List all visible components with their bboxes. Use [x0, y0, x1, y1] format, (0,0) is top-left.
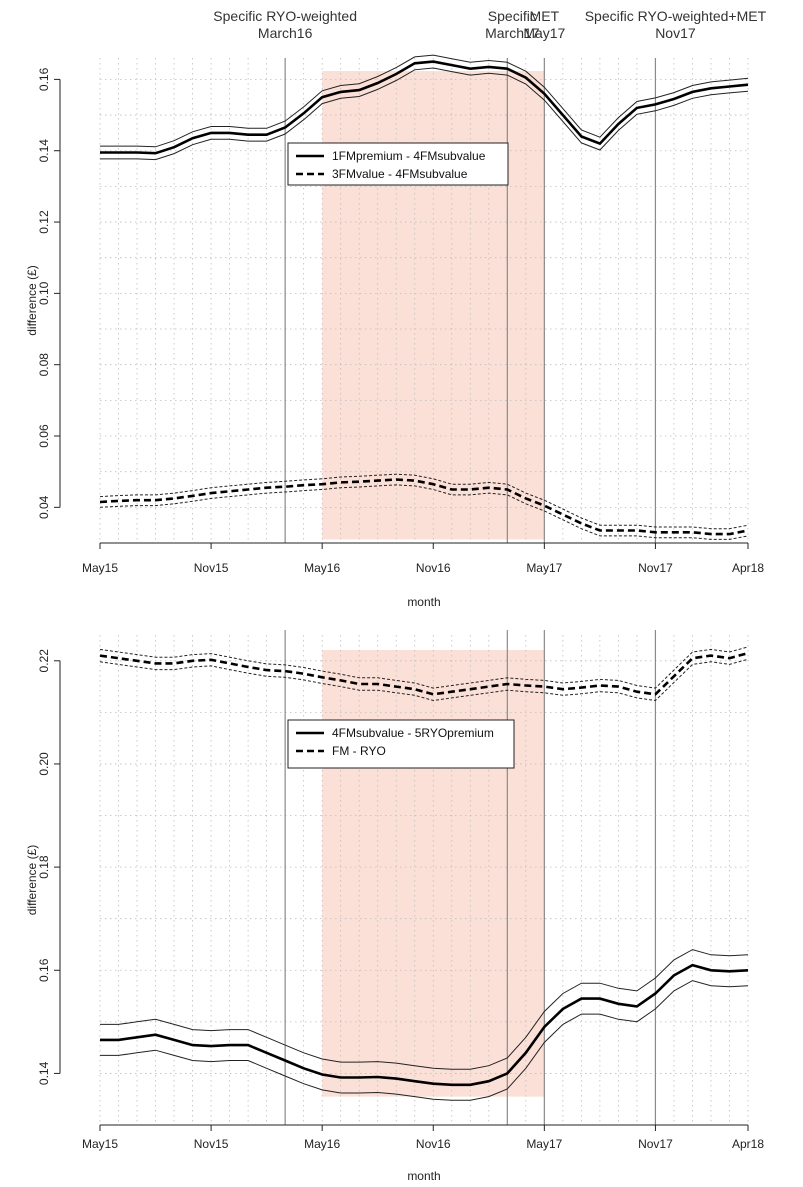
y-tick-label: 0.08	[37, 353, 51, 377]
x-tick-label: Nov17	[638, 561, 673, 575]
x-tick-label: Nov15	[194, 1137, 229, 1151]
event-label: Specific RYO-weighted+MET	[585, 8, 767, 24]
series-upper-band	[100, 54, 749, 148]
x-tick-label: Nov16	[416, 561, 451, 575]
x-tick-label: May16	[304, 1137, 340, 1151]
x-tick-label: Nov17	[638, 1137, 673, 1151]
y-tick-label: 0.16	[37, 67, 51, 91]
series-upper-band	[99, 473, 749, 530]
chart-panel-top: May15 Nov15 May16 Nov16 May17 Nov17 Apr18 0.04 0…	[25, 54, 764, 609]
x-tick-label: May15	[82, 561, 118, 575]
shaded-period	[322, 650, 545, 1097]
legend-entry: FM - RYO	[332, 744, 386, 758]
y-tick-label: 0.22	[37, 649, 51, 673]
y-tick-label: 0.04	[37, 495, 51, 519]
event-label: March17	[485, 25, 540, 41]
event-label: MET	[530, 8, 560, 24]
x-tick-label: May15	[82, 1137, 118, 1151]
event-label: Specific	[488, 8, 537, 24]
x-axis-label: month	[407, 595, 440, 609]
x-tick-label: May16	[304, 561, 340, 575]
x-tick-label: May17	[526, 561, 562, 575]
event-label: Nov17	[655, 25, 696, 41]
legend-entry: 1FMpremium - 4FMsubvalue	[332, 149, 486, 163]
y-axis-label: difference (£)	[25, 265, 39, 335]
x-tick-label: Apr18	[732, 561, 764, 575]
series-line	[100, 60, 749, 155]
event-label: March16	[258, 25, 313, 41]
series-upper-band	[99, 646, 749, 689]
series-line	[99, 478, 749, 536]
y-tick-label: 0.14	[37, 1061, 51, 1085]
legend-box	[287, 719, 515, 769]
legend-entry: 4FMsubvalue - 5RYOpremium	[332, 726, 494, 740]
y-tick-label: 0.18	[37, 855, 51, 879]
y-axis-label: difference (£)	[25, 845, 39, 915]
legend-entry: 3FMvalue - 4FMsubvalue	[332, 167, 468, 181]
event-label: Specific RYO-weighted	[213, 8, 357, 24]
series-lower-band	[100, 67, 749, 161]
legend-box	[287, 142, 509, 186]
series-lower-band	[100, 980, 749, 1101]
x-tick-label: Nov15	[194, 561, 229, 575]
event-label: May17	[523, 25, 565, 41]
y-tick-label: 0.06	[37, 424, 51, 448]
chart-panel-bottom: May15 Nov15 May16 Nov16 May17 Nov17 Apr18 0.14 0…	[25, 630, 764, 1183]
x-tick-label: Apr18	[732, 1137, 764, 1151]
y-tick-label: 0.20	[37, 752, 51, 776]
x-tick-label: Nov16	[416, 1137, 451, 1151]
y-tick-label: 0.12	[37, 210, 51, 234]
series-lower-band	[99, 658, 749, 702]
y-tick-label: 0.14	[37, 139, 51, 163]
y-tick-label: 0.16	[37, 958, 51, 982]
y-tick-label: 0.10	[37, 281, 51, 305]
series-lower-band	[99, 484, 749, 540]
x-tick-label: May17	[526, 1137, 562, 1151]
x-axis-label: month	[407, 1169, 440, 1183]
series-upper-band	[100, 949, 749, 1070]
series-line	[99, 651, 749, 696]
series-line	[100, 963, 749, 1087]
